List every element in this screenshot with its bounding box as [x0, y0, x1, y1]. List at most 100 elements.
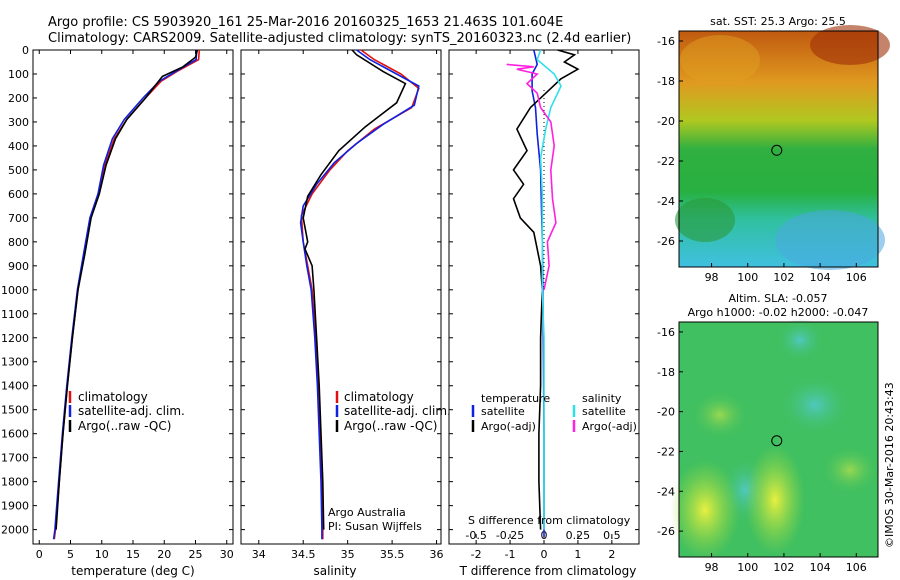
- x-tick-label: 20: [157, 548, 171, 561]
- sst-map-title: sat. SST: 25.3 Argo: 25.5: [710, 15, 846, 28]
- depth-tick-label: 700: [8, 212, 29, 225]
- map-x-tick-label: 98: [705, 271, 719, 284]
- temperature-legend: climatology satellite-adj. clim. Argo(..…: [68, 390, 185, 433]
- map-y-tick-label: -24: [657, 195, 675, 208]
- sst-map: [675, 25, 890, 270]
- depth-tick-label: 1200: [1, 332, 29, 345]
- temperature-axis-label: temperature (deg C): [71, 564, 194, 578]
- sst-warm-patch: [810, 25, 890, 65]
- top-axis-label: S difference from climatology: [468, 514, 631, 527]
- sst-warm-patch: [680, 35, 760, 85]
- series-line-argo: [55, 49, 199, 530]
- depth-tick-label: 1400: [1, 380, 29, 393]
- map-y-tick-label: -20: [657, 115, 675, 128]
- sla-high-patch: [745, 445, 805, 555]
- depth-tick-label: 1600: [1, 428, 29, 441]
- map-x-tick-label: 102: [773, 271, 794, 284]
- argo-location-marker: [771, 144, 783, 156]
- salinity-legend: climatology satellite-adj. clim. Argo(..…: [328, 390, 451, 533]
- map-x-tick-label: 98: [705, 561, 719, 574]
- series-line-clim: [300, 49, 420, 540]
- top-x-tick-label: 0.5: [603, 529, 621, 542]
- legend-label-satellite-adj: satellite-adj. clim.: [78, 404, 185, 418]
- depth-tick-label: 300: [8, 116, 29, 129]
- x-tick-label: 5: [67, 548, 74, 561]
- top-x-tick-label: -0.5: [465, 529, 486, 542]
- depth-tick-label: 400: [8, 140, 29, 153]
- sst-map-axes: 98 100 102 104 106 -16 -18 -20 -22 -24 -26: [657, 35, 867, 284]
- depth-tick-label: 2000: [1, 524, 29, 537]
- series-line-sal_sat: [536, 49, 562, 530]
- legend-label-t-argo: Argo(-adj): [481, 420, 536, 433]
- x-tick-label: 0: [36, 548, 43, 561]
- legend-label-s-satellite: satellite: [582, 405, 626, 418]
- series-line-sat: [299, 49, 420, 540]
- map-y-tick-label: -20: [657, 406, 675, 419]
- x-tick-label: 35: [341, 548, 355, 561]
- depth-tick-label: 900: [8, 260, 29, 273]
- legend-label-argo: Argo(..raw -QC): [78, 419, 171, 433]
- legend-label-t-satellite: satellite: [481, 405, 525, 418]
- sla-high-patch: [690, 390, 750, 440]
- map-y-tick-label: -16: [657, 35, 675, 48]
- map-x-tick-label: 104: [810, 561, 831, 574]
- t-difference-axis-label: T difference from climatology: [459, 564, 637, 578]
- sla-high-patch: [820, 445, 880, 495]
- sst-green-patch: [675, 198, 735, 242]
- depth-tick-label: 1100: [1, 308, 29, 321]
- depth-tick-label: 200: [8, 92, 29, 105]
- top-x-tick-label: 0.25: [566, 529, 591, 542]
- footer-stamp: ©IMOS 30-Mar-2016 20:43:43: [883, 382, 896, 548]
- x-tick-label: 1: [574, 548, 581, 561]
- map-y-tick-label: -24: [657, 485, 675, 498]
- map-x-tick-label: 106: [846, 271, 867, 284]
- x-tick-label: 0: [541, 548, 548, 561]
- sst-cool-patch: [775, 210, 885, 270]
- top-x-tick-label: -0.25: [496, 529, 524, 542]
- depth-tick-label: 600: [8, 188, 29, 201]
- legend-label-argo: Argo(..raw -QC): [344, 419, 437, 433]
- series-line-argo: [302, 49, 407, 530]
- depth-tick-label: 1500: [1, 404, 29, 417]
- map-x-tick-label: 100: [737, 271, 758, 284]
- depth-tick-label: 1300: [1, 356, 29, 369]
- header-line1: Argo profile: CS 5903920_161 25-Mar-2016…: [48, 15, 563, 30]
- sla-map-axes: 98 100 102 104 106 -16 -18 -20 -22 -24 -26: [657, 326, 867, 574]
- map-y-tick-label: -22: [657, 155, 675, 168]
- map-y-tick-label: -18: [657, 75, 675, 88]
- annotation-argo-australia: Argo Australia: [328, 506, 406, 519]
- sla-map-frame: [678, 321, 879, 558]
- x-tick-label: 34.5: [291, 548, 316, 561]
- x-tick-label: 10: [95, 548, 109, 561]
- map-y-tick-label: -26: [657, 235, 675, 248]
- salinity-panel-frame: [240, 49, 442, 545]
- difference-legend: temperature satellite Argo(-adj) salinit…: [468, 392, 637, 527]
- depth-tick-label: 0: [22, 44, 29, 57]
- sla-low-patch: [777, 373, 853, 437]
- x-tick-label: 15: [126, 548, 140, 561]
- depth-tick-label: 1000: [1, 284, 29, 297]
- legend-label-satellite-adj: satellite-adj. clim.: [344, 404, 451, 418]
- series-line-argo: [512, 49, 580, 530]
- map-x-tick-label: 106: [846, 561, 867, 574]
- map-x-tick-label: 104: [810, 271, 831, 284]
- x-tick-label: 2: [608, 548, 615, 561]
- header-line2: Climatology: CARS2009. Satellite-adjuste…: [48, 31, 631, 46]
- legend-label-climatology: climatology: [344, 390, 414, 404]
- map-y-tick-label: -22: [657, 445, 675, 458]
- temperature-panel-frame: [32, 49, 234, 545]
- x-tick-label: -1: [505, 548, 516, 561]
- depth-tick-label: 1700: [1, 452, 29, 465]
- depth-tick-label: 500: [8, 164, 29, 177]
- legend-title-salinity: salinity: [582, 392, 622, 405]
- sla-map-title: Altim. SLA: -0.057: [728, 292, 827, 305]
- map-x-tick-label: 102: [773, 561, 794, 574]
- sst-map-frame: [678, 30, 879, 268]
- difference-plot: -2 -1 0 1 2-0.5 -0.25 0 0.25 0.5: [449, 49, 639, 561]
- map-y-tick-label: -26: [657, 525, 675, 538]
- legend-label-climatology: climatology: [78, 390, 148, 404]
- sla-low-patch: [775, 318, 825, 362]
- salinity-axis-label: salinity: [313, 564, 356, 578]
- x-tick-label: 34: [252, 548, 266, 561]
